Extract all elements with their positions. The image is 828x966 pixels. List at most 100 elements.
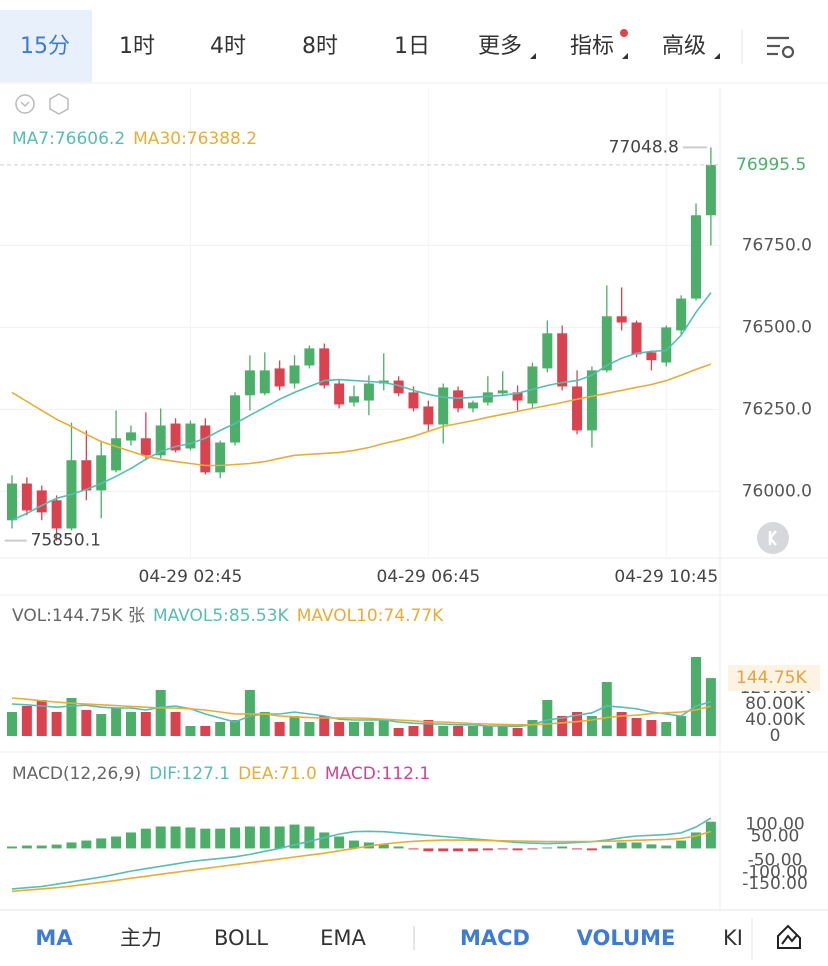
volume-bar <box>467 726 478 736</box>
legend-text: MA30:76388.2 <box>133 129 257 149</box>
macd-bar <box>616 842 627 849</box>
settings-hex-icon[interactable] <box>49 93 69 115</box>
drawing-tool-icon[interactable] <box>777 924 801 949</box>
candle-body <box>438 387 449 425</box>
volume-bar <box>497 726 508 736</box>
volume-bar <box>96 714 107 736</box>
indicator-line <box>11 363 712 467</box>
candle-body <box>423 406 434 425</box>
volume-bar <box>125 712 136 736</box>
timeframe-tab[interactable]: 1时 <box>119 34 155 59</box>
legend-text: MACD(12,26,9) <box>12 764 141 784</box>
y-tick-label: 76750.0 <box>742 235 812 255</box>
collapse-icon[interactable] <box>15 94 35 114</box>
notification-dot <box>620 29 628 37</box>
candle-body <box>557 333 568 387</box>
candle-body <box>601 316 612 371</box>
indicator-tab[interactable]: EMA <box>320 926 366 950</box>
legend-text: MAVOL10:74.77K <box>297 606 444 626</box>
volume-bar <box>661 722 672 736</box>
macd-bar <box>215 828 226 849</box>
indicator-tab[interactable]: VOLUME <box>577 926 676 950</box>
y-tick-label: 100.00 <box>745 815 804 835</box>
macd-bar <box>274 826 285 849</box>
macd-bar <box>527 848 538 850</box>
candle-body <box>542 333 553 369</box>
volume-bar <box>631 718 642 736</box>
timeframe-tab[interactable]: 更多 <box>478 34 522 59</box>
candle-body <box>215 442 226 473</box>
macd-bar <box>140 828 151 849</box>
legend-text: DIF:127.1 <box>149 764 230 784</box>
timeframe-tab[interactable]: 8时 <box>302 34 338 59</box>
volume-bar <box>7 712 17 736</box>
candle-body <box>289 365 300 384</box>
settings-icon[interactable] <box>767 36 795 59</box>
y-tick-label: 50.00 <box>751 827 800 847</box>
candle-body <box>51 500 62 529</box>
candle-body <box>512 392 523 401</box>
macd-bar <box>557 846 568 849</box>
indicator-tab[interactable]: MA <box>35 926 73 950</box>
timeframe-tab[interactable]: 4时 <box>210 34 246 59</box>
active-tab-bg <box>0 10 92 82</box>
volume-bar <box>274 722 285 736</box>
macd-bar <box>423 848 434 852</box>
legend-text: MAVOL5:85.53K <box>153 606 290 626</box>
candle-body <box>676 298 687 331</box>
indicator-tab[interactable]: MACD <box>460 926 530 950</box>
candle-body <box>36 490 47 513</box>
jump-latest-button[interactable] <box>757 522 789 554</box>
indicator-line <box>11 697 712 726</box>
candle-body <box>170 423 181 451</box>
dropdown-caret <box>714 53 720 59</box>
volume-bar <box>512 728 523 736</box>
volume-bar <box>21 706 32 736</box>
volume-bar <box>453 726 464 736</box>
candle-body <box>646 352 657 361</box>
timeframe-tab[interactable]: 15分 <box>20 34 70 59</box>
candle-body <box>616 316 627 323</box>
macd-bar <box>572 848 583 850</box>
macd-bar <box>586 848 597 851</box>
volume-bar <box>185 726 196 736</box>
macd-bar <box>631 842 642 849</box>
macd-bar <box>111 836 122 849</box>
indicator-line <box>11 292 712 522</box>
candle-body <box>334 383 345 405</box>
volume-bar <box>304 722 315 736</box>
volume-tag <box>728 665 820 692</box>
candle-body <box>274 368 285 387</box>
macd-bar <box>378 844 389 849</box>
volume-bar <box>438 726 449 736</box>
indicator-tab[interactable]: KI <box>723 926 743 950</box>
candle-body <box>661 327 672 363</box>
indicator-tab[interactable]: BOLL <box>214 926 268 950</box>
macd-bar <box>691 832 702 849</box>
macd-bar <box>393 846 404 849</box>
legend-text: VOL:144.75K 张 <box>12 606 145 626</box>
macd-bar <box>482 848 493 851</box>
volume-bar <box>378 720 389 736</box>
y-tick-label: 80.00K <box>745 694 806 714</box>
timeframe-tab[interactable]: 指标 <box>570 34 614 59</box>
indicator-tab[interactable]: 主力 <box>120 926 162 950</box>
candle-body <box>572 386 583 431</box>
volume-bar <box>66 698 77 736</box>
max-label: 77048.8 <box>609 137 679 157</box>
candle-body <box>527 366 538 404</box>
macd-bar <box>96 838 107 849</box>
volume-bar <box>200 726 211 736</box>
macd-bar <box>497 848 508 850</box>
macd-bar <box>304 826 315 849</box>
macd-bar <box>66 842 77 849</box>
volume-bar <box>155 690 166 736</box>
volume-bar <box>170 712 181 736</box>
indicator-line <box>11 830 712 893</box>
timeframe-tab[interactable]: 1日 <box>394 34 430 59</box>
candle-body <box>482 392 493 403</box>
volume-bar <box>482 726 493 736</box>
timeframe-tab[interactable]: 高级 <box>662 34 706 59</box>
